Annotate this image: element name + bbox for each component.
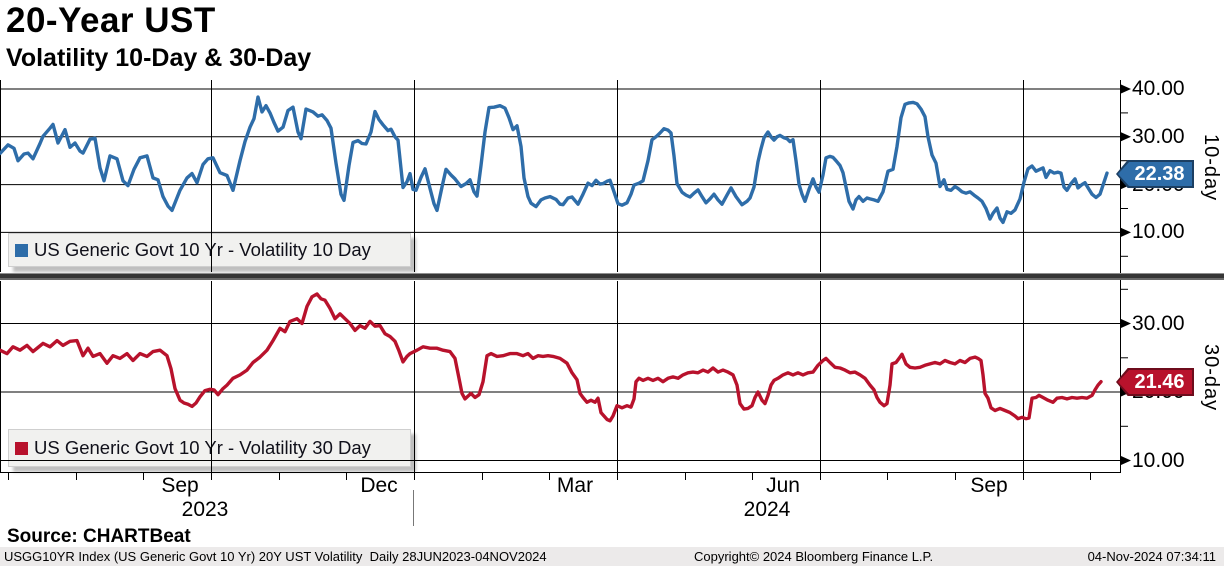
last-value-tag-10day: 22.38 — [1116, 160, 1194, 188]
y-axis-tick-label: 40.00 — [1132, 77, 1185, 100]
footer-band — [0, 547, 1224, 566]
last-value-10day: 22.38 — [1118, 162, 1192, 186]
last-value-30day: 21.46 — [1118, 370, 1192, 394]
right-axis-title-30day: 30-day — [1200, 344, 1222, 412]
page-subtitle: Volatility 10-Day & 30-Day — [6, 44, 312, 72]
x-axis-month-label: Dec — [360, 474, 398, 497]
series-line-30-day — [0, 292, 1103, 423]
x-axis-year-label: 2023 — [181, 498, 229, 521]
series-line-10-day — [0, 95, 1109, 225]
timestamp: 04-Nov-2024 07:34:11 — [1087, 549, 1216, 564]
legend-swatch-blue-icon — [15, 243, 28, 257]
y-axis-tick-label: 30.00 — [1132, 124, 1185, 148]
legend-label-30day: US Generic Govt 10 Yr - Volatility 30 Da… — [34, 437, 371, 458]
ticker-description: USGG10YR Index (US Generic Govt 10 Yr) 2… — [4, 549, 547, 564]
y-axis-tick-label: 10.00 — [1132, 448, 1185, 472]
x-axis-month-label: Sep — [970, 474, 1008, 497]
right-axis-title-10day: 10-day — [1200, 134, 1222, 202]
x-axis-month-label: Jun — [766, 474, 800, 497]
legend-volatility-30day: US Generic Govt 10 Yr - Volatility 30 Da… — [8, 429, 411, 467]
last-value-tag-30day: 21.46 — [1116, 368, 1194, 396]
copyright-text: Copyright© 2024 Bloomberg Finance L.P. — [694, 549, 934, 564]
y-axis-tick-label: 30.00 — [1132, 311, 1185, 335]
panel-divider — [0, 273, 1224, 280]
legend-swatch-red-icon — [15, 441, 28, 455]
x-axis-month-label: Sep — [161, 474, 199, 497]
page-title: 20-Year UST — [6, 1, 216, 40]
legend-label-10day: US Generic Govt 10 Yr - Volatility 10 Da… — [34, 239, 371, 260]
y-axis-tick-label: 10.00 — [1132, 220, 1185, 244]
x-axis-month-label: Mar — [556, 474, 594, 497]
source-label: Source: CHARTBeat — [7, 526, 191, 547]
x-axis-year-label: 2024 — [743, 498, 791, 521]
legend-volatility-10day: US Generic Govt 10 Yr - Volatility 10 Da… — [8, 233, 411, 267]
